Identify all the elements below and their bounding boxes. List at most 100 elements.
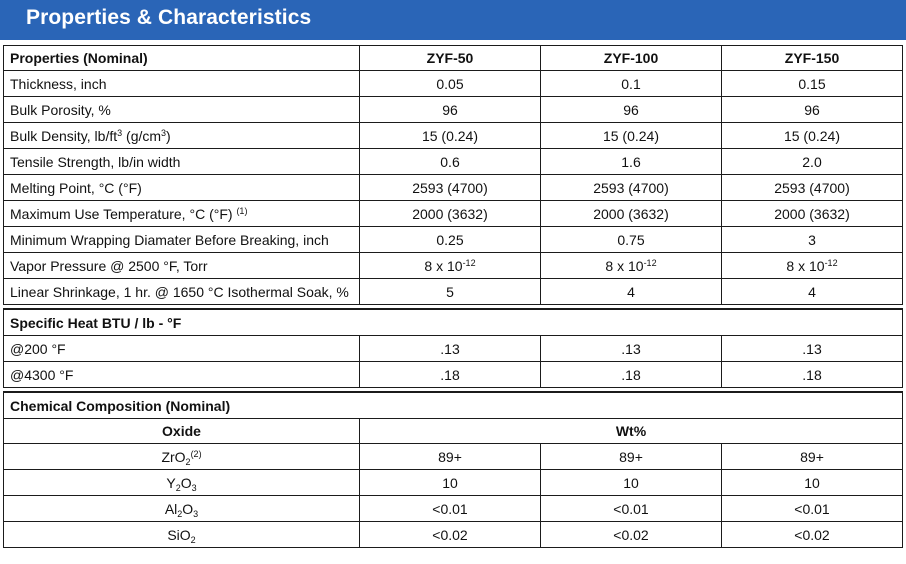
cell-value: 2000 (3632) bbox=[721, 200, 903, 227]
table-row: Maximum Use Temperature, °C (°F) (1) 200… bbox=[3, 200, 903, 227]
cell-value: 0.6 bbox=[359, 148, 541, 175]
table-row: Al2O3 <0.01 <0.01 <0.01 bbox=[3, 495, 903, 522]
cell-value: <0.01 bbox=[540, 495, 722, 522]
table-row: Tensile Strength, lb/in width 0.6 1.6 2.… bbox=[3, 148, 903, 175]
cell-value: 15 (0.24) bbox=[721, 122, 903, 149]
cell-value: 2000 (3632) bbox=[359, 200, 541, 227]
cell-value: .13 bbox=[540, 335, 722, 362]
cell-value: 0.75 bbox=[540, 226, 722, 253]
cell-value: .13 bbox=[721, 335, 903, 362]
cell-value: 2000 (3632) bbox=[540, 200, 722, 227]
table-row: Minimum Wrapping Diamater Before Breakin… bbox=[3, 226, 903, 253]
cell-value: <0.02 bbox=[721, 521, 903, 548]
cell-value: 10 bbox=[721, 469, 903, 496]
table-row: SiO2 <0.02 <0.02 <0.02 bbox=[3, 521, 903, 548]
cell-value: 0.05 bbox=[359, 70, 541, 97]
row-label: Linear Shrinkage, 1 hr. @ 1650 °C Isothe… bbox=[3, 278, 360, 305]
table-row: Y2O3 10 10 10 bbox=[3, 469, 903, 496]
value-base: 8 x 10 bbox=[605, 257, 644, 274]
column-header-oxide: Oxide bbox=[3, 418, 360, 444]
cell-value: <0.01 bbox=[721, 495, 903, 522]
formula-part: SiO bbox=[167, 526, 191, 543]
oxide-label: ZrO2(2) bbox=[3, 443, 360, 470]
properties-table: Properties (Nominal) ZYF-50 ZYF-100 ZYF-… bbox=[3, 45, 903, 548]
row-label: Melting Point, °C (°F) bbox=[3, 174, 360, 201]
table-row: Vapor Pressure @ 2500 °F, Torr 8 x 10-12… bbox=[3, 252, 903, 279]
row-label: @200 °F bbox=[3, 335, 360, 362]
subscript: 2 bbox=[190, 534, 196, 545]
table-row: Bulk Porosity, % 96 96 96 bbox=[3, 96, 903, 123]
cell-value: 8 x 10-12 bbox=[721, 252, 903, 279]
formula-part: O bbox=[182, 500, 194, 517]
footnote-marker: (1) bbox=[236, 205, 248, 216]
value-base: 8 x 10 bbox=[786, 257, 825, 274]
subscript: 3 bbox=[191, 482, 197, 493]
column-header-zyf-100: ZYF-100 bbox=[540, 45, 722, 71]
cell-value: <0.02 bbox=[540, 521, 722, 548]
oxide-label: Al2O3 bbox=[3, 495, 360, 522]
exponent: -12 bbox=[462, 257, 476, 268]
table-row: Thickness, inch 0.05 0.1 0.15 bbox=[3, 70, 903, 97]
row-label: Bulk Density, lb/ft3 (g/cm3) bbox=[3, 122, 360, 149]
formula-part: Al bbox=[164, 500, 178, 517]
label-text: ) bbox=[166, 127, 171, 144]
table-row: Bulk Density, lb/ft3 (g/cm3) 15 (0.24) 1… bbox=[3, 122, 903, 149]
row-label: Minimum Wrapping Diamater Before Breakin… bbox=[3, 226, 360, 253]
cell-value: 2.0 bbox=[721, 148, 903, 175]
cell-value: 89+ bbox=[359, 443, 541, 470]
cell-value: 89+ bbox=[721, 443, 903, 470]
subscript: 2 bbox=[177, 508, 183, 519]
cell-value: 0.1 bbox=[540, 70, 722, 97]
cell-value: 15 (0.24) bbox=[359, 122, 541, 149]
page-title: Properties & Characteristics bbox=[26, 6, 312, 29]
table-row: @200 °F .13 .13 .13 bbox=[3, 335, 903, 362]
cell-value: 96 bbox=[721, 96, 903, 123]
cell-value: .18 bbox=[721, 361, 903, 388]
table-header-row: Properties (Nominal) ZYF-50 ZYF-100 ZYF-… bbox=[3, 45, 903, 71]
column-header-properties: Properties (Nominal) bbox=[3, 45, 360, 71]
superscript: 3 bbox=[117, 127, 123, 138]
cell-value: <0.02 bbox=[359, 521, 541, 548]
table-row: Linear Shrinkage, 1 hr. @ 1650 °C Isothe… bbox=[3, 278, 903, 305]
cell-value: .18 bbox=[359, 361, 541, 388]
cell-value: .13 bbox=[359, 335, 541, 362]
column-header-zyf-150: ZYF-150 bbox=[721, 45, 903, 71]
cell-value: 1.6 bbox=[540, 148, 722, 175]
cell-value: 96 bbox=[540, 96, 722, 123]
section-header-specific-heat: Specific Heat BTU / lb - °F bbox=[3, 308, 903, 336]
cell-value: <0.01 bbox=[359, 495, 541, 522]
header-banner: Properties & Characteristics bbox=[0, 0, 906, 40]
subscript: 2 bbox=[185, 456, 191, 467]
exponent: -12 bbox=[824, 257, 838, 268]
footnote-marker: (2) bbox=[190, 448, 202, 459]
cell-value: 10 bbox=[359, 469, 541, 496]
row-label: Vapor Pressure @ 2500 °F, Torr bbox=[3, 252, 360, 279]
table-row: @4300 °F .18 .18 .18 bbox=[3, 361, 903, 388]
column-header-zyf-50: ZYF-50 bbox=[359, 45, 541, 71]
superscript: 3 bbox=[161, 127, 167, 138]
oxide-label: Y2O3 bbox=[3, 469, 360, 496]
cell-value: 3 bbox=[721, 226, 903, 253]
cell-value: 2593 (4700) bbox=[540, 174, 722, 201]
cell-value: 89+ bbox=[540, 443, 722, 470]
cell-value: .18 bbox=[540, 361, 722, 388]
section-title: Chemical Composition (Nominal) bbox=[3, 391, 903, 419]
label-text: Maximum Use Temperature, °C (°F) bbox=[10, 205, 233, 222]
cell-value: 4 bbox=[721, 278, 903, 305]
column-header-wt-percent: Wt% bbox=[359, 418, 903, 444]
cell-value: 15 (0.24) bbox=[540, 122, 722, 149]
cell-value: 8 x 10-12 bbox=[359, 252, 541, 279]
cell-value: 0.15 bbox=[721, 70, 903, 97]
subscript: 3 bbox=[193, 508, 199, 519]
row-label: @4300 °F bbox=[3, 361, 360, 388]
row-label: Tensile Strength, lb/in width bbox=[3, 148, 360, 175]
formula-part: Y bbox=[166, 474, 176, 491]
cell-value: 0.25 bbox=[359, 226, 541, 253]
section-header-chemical-composition: Chemical Composition (Nominal) bbox=[3, 391, 903, 419]
cell-value: 2593 (4700) bbox=[721, 174, 903, 201]
row-label: Bulk Porosity, % bbox=[3, 96, 360, 123]
chemical-header-row: Oxide Wt% bbox=[3, 418, 903, 444]
label-text: (g/cm bbox=[122, 127, 162, 144]
cell-value: 8 x 10-12 bbox=[540, 252, 722, 279]
value-base: 8 x 10 bbox=[424, 257, 463, 274]
